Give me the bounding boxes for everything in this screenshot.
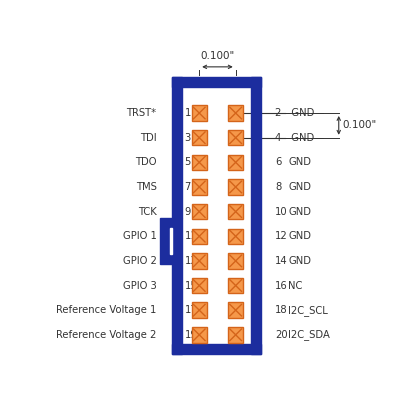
Bar bbox=[191, 278, 207, 293]
Text: Reference Voltage 1: Reference Voltage 1 bbox=[56, 305, 157, 315]
Text: 18: 18 bbox=[275, 305, 288, 315]
Bar bbox=[191, 130, 207, 146]
Bar bbox=[191, 228, 207, 244]
Text: GND: GND bbox=[288, 182, 311, 192]
Bar bbox=[228, 278, 243, 293]
Text: 8: 8 bbox=[275, 182, 282, 192]
Text: TCK: TCK bbox=[138, 207, 157, 217]
Text: 16: 16 bbox=[275, 280, 288, 290]
Text: 14: 14 bbox=[275, 256, 288, 266]
Text: 7: 7 bbox=[185, 182, 191, 192]
Text: TDI: TDI bbox=[140, 133, 157, 143]
Text: I2C_SCL: I2C_SCL bbox=[288, 305, 328, 316]
Bar bbox=[228, 228, 243, 244]
Text: GND: GND bbox=[288, 256, 311, 266]
Text: 10: 10 bbox=[275, 207, 288, 217]
Text: GPIO 1: GPIO 1 bbox=[123, 231, 157, 241]
Text: 9: 9 bbox=[185, 207, 191, 217]
Text: 17: 17 bbox=[185, 305, 197, 315]
Bar bbox=[172, 344, 261, 354]
Bar bbox=[160, 218, 182, 264]
Text: GND: GND bbox=[288, 157, 311, 167]
Text: 0.100": 0.100" bbox=[201, 51, 235, 61]
Bar bbox=[228, 204, 243, 219]
Text: 5: 5 bbox=[185, 157, 191, 167]
Bar bbox=[191, 327, 207, 342]
Text: I2C_SDA: I2C_SDA bbox=[288, 329, 330, 340]
Text: 15: 15 bbox=[185, 280, 197, 290]
Text: GPIO 2: GPIO 2 bbox=[123, 256, 157, 266]
Bar bbox=[228, 155, 243, 170]
Bar bbox=[172, 264, 182, 354]
Bar bbox=[228, 253, 243, 269]
Text: —4—GND—: —4—GND— bbox=[265, 133, 324, 143]
Text: GPIO 3: GPIO 3 bbox=[123, 280, 157, 290]
Text: TMS: TMS bbox=[136, 182, 157, 192]
Text: TRST*: TRST* bbox=[126, 108, 157, 118]
Text: 6: 6 bbox=[275, 157, 282, 167]
Text: 3: 3 bbox=[185, 133, 191, 143]
Bar bbox=[191, 204, 207, 219]
Text: 0.100": 0.100" bbox=[343, 120, 377, 130]
Bar bbox=[228, 105, 243, 121]
Text: 20: 20 bbox=[275, 330, 288, 340]
Text: Reference Voltage 2: Reference Voltage 2 bbox=[56, 330, 157, 340]
Bar bbox=[228, 327, 243, 342]
Bar bbox=[170, 228, 172, 254]
Bar bbox=[191, 302, 207, 318]
Text: 19: 19 bbox=[185, 330, 197, 340]
Bar bbox=[251, 77, 261, 354]
Text: —2—GND—: —2—GND— bbox=[265, 108, 324, 118]
Bar bbox=[191, 179, 207, 195]
Bar bbox=[191, 155, 207, 170]
Text: NC: NC bbox=[288, 280, 303, 290]
Bar bbox=[228, 179, 243, 195]
Bar bbox=[172, 77, 182, 218]
Text: 13: 13 bbox=[185, 256, 197, 266]
Text: 1: 1 bbox=[185, 108, 191, 118]
Text: TDO: TDO bbox=[135, 157, 157, 167]
Text: GND: GND bbox=[288, 231, 311, 241]
Bar bbox=[191, 253, 207, 269]
Bar bbox=[228, 302, 243, 318]
Text: 11: 11 bbox=[185, 231, 197, 241]
Bar bbox=[191, 105, 207, 121]
Bar bbox=[228, 130, 243, 146]
Text: GND: GND bbox=[288, 207, 311, 217]
Bar bbox=[172, 77, 261, 87]
Text: 12: 12 bbox=[275, 231, 288, 241]
